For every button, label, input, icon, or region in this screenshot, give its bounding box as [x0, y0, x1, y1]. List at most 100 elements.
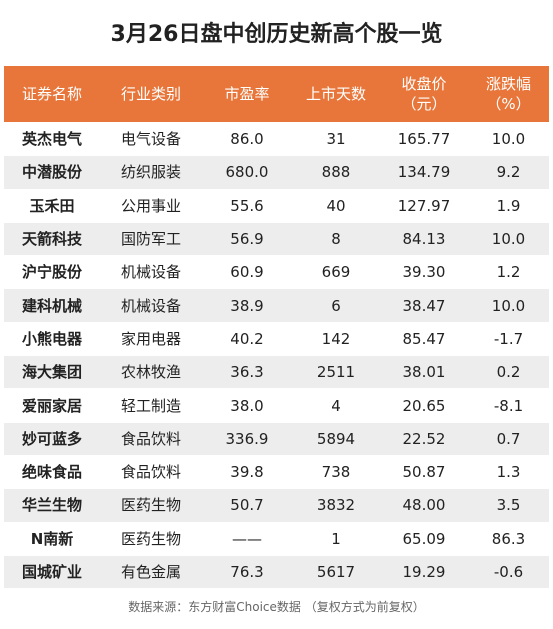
header-text: 上市天数 [305, 85, 366, 103]
table-cell: 38.0 [230, 396, 264, 415]
table-cell: 中潜股份 [21, 163, 82, 182]
header-text: 市盈率 [224, 85, 270, 103]
table-cell: 680.0 [225, 163, 269, 182]
table-cell: 医药生物 [120, 496, 181, 515]
header-text: 行业类别 [120, 85, 181, 103]
table-row: 爱丽家居 轻工制造 38.0 4 20.65 -8.1 [4, 388, 549, 421]
table-cell: 机械设备 [120, 296, 181, 315]
table-cell: 4 [331, 396, 341, 415]
table-cell: 轻工制造 [120, 396, 181, 415]
table-cell: 10.0 [491, 230, 526, 249]
table-cell: 纺织服装 [120, 163, 181, 182]
table-cell: 玉禾田 [29, 196, 75, 215]
table-cell: 国城矿业 [21, 563, 82, 581]
table-cell: 3832 [316, 496, 356, 515]
table-cell: 142 [321, 329, 351, 348]
table-cell: 建科机械 [21, 296, 82, 315]
table-cell: 小熊电器 [21, 329, 82, 348]
table-row: N南新 医药生物 —— 1 65.09 86.3 [4, 521, 549, 555]
table-cell: 食品饮料 [120, 463, 181, 482]
header-text: （元） [401, 95, 447, 113]
table-cell: 65.09 [402, 529, 446, 548]
table-cell: 沪宁股份 [21, 263, 82, 282]
table-cell: 86.3 [491, 529, 526, 548]
table-cell: 0.2 [496, 363, 521, 382]
table-cell: 2511 [316, 363, 356, 382]
table-row: 建科机械 机械设备 38.9 6 38.47 10.0 [4, 288, 549, 322]
title: 3月26日盘中创历史新高个股一览 [110, 22, 443, 47]
table-cell: 1 [331, 529, 341, 548]
table-cell: 38.9 [230, 296, 264, 315]
table-cell: 农林牧渔 [120, 363, 181, 382]
table-cell: 60.9 [230, 263, 264, 282]
table-row: 英杰电气 电气设备 86.0 31 165.77 10.0 [4, 122, 549, 155]
table-cell: 医药生物 [120, 529, 181, 548]
table-cell: 爱丽家居 [21, 396, 82, 415]
table-cell: —— [232, 529, 262, 548]
table-cell: 86.0 [230, 130, 264, 149]
table-cell: 127.97 [397, 196, 451, 215]
header-text: 涨跌幅 [485, 75, 531, 93]
table: 证券名称 行业类别 市盈率 上市天数 收盘价 （元） 涨跌幅 （%） 英杰电气 电气设备 86.0 3… [4, 66, 549, 589]
table-cell: 10.0 [491, 296, 526, 315]
table-cell: 40.2 [230, 329, 264, 348]
header-cell: 行业类别 [100, 66, 202, 122]
table-cell: 36.3 [230, 363, 264, 382]
table-cell: 336.9 [225, 429, 269, 448]
table-cell: 6 [331, 296, 341, 315]
header-cell: 上市天数 [292, 66, 380, 122]
table-cell: 19.29 [402, 563, 446, 581]
table-row: 妙可蓝多 食品饮料 336.9 5894 22.52 0.7 [4, 421, 549, 455]
table-cell: 165.77 [397, 130, 451, 149]
table-cell: 妙可蓝多 [21, 429, 82, 448]
table-cell: 84.13 [402, 230, 446, 249]
table-row: 玉禾田 公用事业 55.6 40 127.97 1.9 [4, 188, 549, 222]
table-cell: 39.8 [230, 463, 264, 482]
table-cell: 食品饮料 [120, 429, 181, 448]
table-cell: 31 [326, 130, 346, 149]
table-cell: 38.47 [402, 296, 446, 315]
header-row: 证券名称 行业类别 市盈率 上市天数 收盘价 （元） 涨跌幅 （%） [4, 66, 549, 122]
table-row: 天箭科技 国防军工 56.9 8 84.13 10.0 [4, 221, 549, 256]
table-cell: 1.9 [496, 196, 521, 215]
table-cell: 50.87 [402, 463, 446, 482]
table-cell: 绝味食品 [21, 463, 82, 482]
table-row: 国城矿业 有色金属 76.3 5617 19.29 -0.6 [4, 554, 549, 589]
table-row: 沪宁股份 机械设备 60.9 669 39.30 1.2 [4, 255, 549, 288]
table-cell: -8.1 [493, 396, 524, 415]
table-cell: 20.65 [402, 396, 446, 415]
table-cell: 5617 [316, 563, 356, 581]
table-row: 绝味食品 食品饮料 39.8 738 50.87 1.3 [4, 454, 549, 488]
table-cell: 海大集团 [21, 363, 82, 382]
table-cell: 家用电器 [120, 329, 181, 348]
table-cell: 1.2 [496, 263, 521, 282]
table-cell: 738 [321, 463, 351, 482]
table-cell: 电气设备 [120, 130, 181, 149]
table-cell: 669 [321, 263, 351, 282]
table-cell: 134.79 [397, 163, 451, 182]
table-cell: 85.47 [402, 329, 446, 348]
table-cell: 76.3 [230, 563, 264, 581]
table-cell: 国防军工 [120, 230, 181, 249]
header-cell: 市盈率 [202, 66, 292, 122]
table-cell: 39.30 [402, 263, 446, 282]
table-cell: 888 [321, 163, 351, 182]
footer: 数据来源：东方财富Choice数据 （复权方式为前复权） [128, 600, 425, 614]
header-text: 收盘价 [401, 75, 447, 93]
header-text: 证券名称 [21, 85, 82, 103]
table-cell: 有色金属 [120, 563, 181, 581]
table-cell: 48.00 [402, 496, 446, 515]
header-cell: 证券名称 [4, 66, 100, 122]
table-cell: 9.2 [496, 163, 521, 182]
table-cell: 38.01 [402, 363, 446, 382]
table-cell: 天箭科技 [21, 230, 82, 249]
table-row: 中潜股份 纺织服装 680.0 888 134.79 9.2 [4, 155, 549, 189]
table-row: 海大集团 农林牧渔 36.3 2511 38.01 0.2 [4, 355, 549, 389]
table-cell: 40 [326, 196, 346, 215]
table-cell: 0.7 [496, 429, 521, 448]
header-cell: 涨跌幅 （%） [468, 66, 549, 122]
table-cell: 3.5 [496, 496, 521, 515]
table-cell: 56.9 [230, 230, 264, 249]
table-cell: 公用事业 [120, 196, 181, 215]
